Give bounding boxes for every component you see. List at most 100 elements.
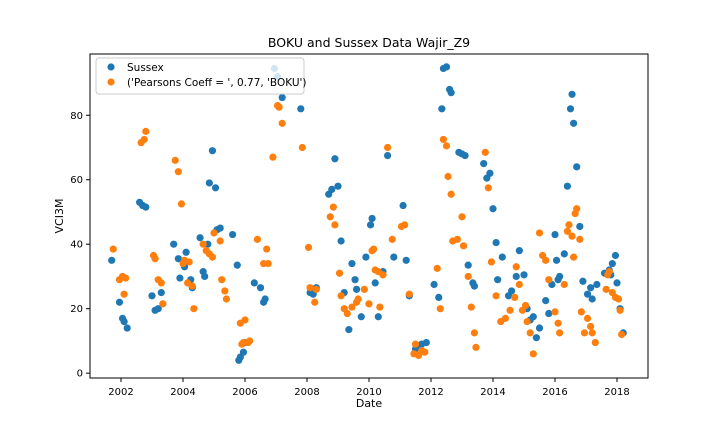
- sussex-point: [560, 250, 568, 258]
- sussex-point: [613, 279, 621, 287]
- boku-point: [384, 143, 392, 152]
- boku-point: [436, 305, 444, 313]
- sussex-point: [256, 284, 265, 292]
- sussex-point: [261, 295, 269, 303]
- boku-point: [444, 172, 452, 181]
- sussex-point: [108, 256, 116, 264]
- sussex-point: [535, 324, 544, 332]
- boku-point: [370, 245, 378, 253]
- boku-point: [614, 295, 623, 303]
- boku-point: [588, 329, 596, 337]
- x-tick-label: 2006: [232, 387, 257, 398]
- legend-label-boku: ('Pearsons Coeff = ', 0.77, 'BOKU'): [127, 77, 307, 89]
- boku-point: [185, 258, 193, 266]
- sussex-point: [278, 93, 286, 102]
- sussex-point: [515, 247, 523, 255]
- boku-point: [472, 343, 480, 351]
- boku-point: [269, 153, 277, 161]
- boku-point: [481, 148, 489, 156]
- boku-point: [208, 253, 217, 261]
- boku-point: [616, 306, 624, 314]
- boku-point: [120, 290, 128, 298]
- boku-point: [109, 245, 117, 253]
- sussex-point: [201, 272, 209, 281]
- boku-point: [602, 285, 610, 293]
- sussex-point: [480, 160, 488, 168]
- sussex-point: [563, 182, 572, 190]
- boku-point: [563, 227, 572, 235]
- sussex-point: [494, 276, 502, 284]
- sussex-point: [211, 184, 220, 192]
- boku-point: [275, 103, 283, 111]
- x-tick-label: 2004: [170, 387, 195, 398]
- boku-point: [312, 285, 320, 293]
- sussex-point: [552, 256, 561, 264]
- sussex-point: [551, 230, 559, 239]
- boku-point: [331, 221, 339, 229]
- boku-point: [411, 340, 420, 348]
- sussex-point: [170, 240, 178, 248]
- boku-point: [470, 329, 478, 337]
- boku-point: [264, 259, 272, 268]
- sussex-point: [486, 169, 494, 177]
- sussex-point: [447, 89, 455, 97]
- boku-point: [576, 235, 584, 243]
- legend-box: [95, 57, 305, 95]
- boku-point: [401, 221, 409, 229]
- sussex-point: [154, 305, 162, 313]
- boku-point: [263, 245, 271, 253]
- sussex-point: [331, 155, 339, 163]
- boku-point: [199, 240, 207, 248]
- sussex-point: [123, 324, 131, 332]
- boku-point: [122, 274, 130, 282]
- sussex-point: [157, 288, 165, 297]
- sussex-point: [508, 287, 516, 295]
- sussex-point: [348, 259, 356, 268]
- boku-point: [253, 235, 261, 243]
- sussex-point: [297, 105, 305, 113]
- y-tick-label: 60: [70, 175, 83, 186]
- boku-point: [246, 337, 254, 345]
- boku-point: [140, 135, 148, 144]
- boku-point: [354, 295, 362, 303]
- boku-point: [453, 235, 461, 243]
- sussex-point: [176, 274, 184, 282]
- sussex-point: [529, 313, 537, 321]
- sussex-point: [587, 284, 595, 292]
- sussex-point: [216, 224, 224, 232]
- x-tick-label: 2012: [418, 387, 443, 398]
- boku-point: [526, 329, 534, 337]
- x-tick-label: 2016: [542, 387, 567, 398]
- boku-point: [304, 243, 313, 252]
- boku-point: [467, 303, 475, 311]
- sussex-point: [438, 105, 446, 113]
- sussex-point: [357, 313, 365, 321]
- legend-marker-boku: [107, 78, 115, 86]
- boku-point: [442, 142, 451, 150]
- sussex-point: [402, 256, 410, 264]
- boku-point: [587, 322, 595, 331]
- boku-point: [487, 258, 496, 266]
- sussex-point: [608, 259, 616, 268]
- boku-point: [376, 303, 384, 311]
- boku-point: [298, 143, 306, 152]
- boku-point: [583, 314, 592, 322]
- boku-point: [278, 119, 286, 127]
- boku-point: [337, 292, 345, 300]
- points-layer: [108, 63, 627, 364]
- boku-point: [560, 280, 568, 289]
- boku-point: [573, 205, 581, 213]
- boku-point: [241, 316, 249, 324]
- boku-point: [379, 271, 387, 279]
- boku-point: [565, 221, 573, 229]
- sussex-point: [498, 253, 506, 261]
- sussex-point: [390, 253, 398, 261]
- sussex-point: [470, 282, 478, 290]
- chart-title: BOKU and Sussex Data Wajir_Z9: [268, 35, 470, 50]
- boku-point: [535, 229, 544, 237]
- y-tick-label: 80: [70, 111, 83, 122]
- boku-point: [216, 237, 224, 245]
- sussex-point: [334, 182, 342, 190]
- boku-point: [222, 295, 230, 303]
- boku-point: [218, 276, 226, 284]
